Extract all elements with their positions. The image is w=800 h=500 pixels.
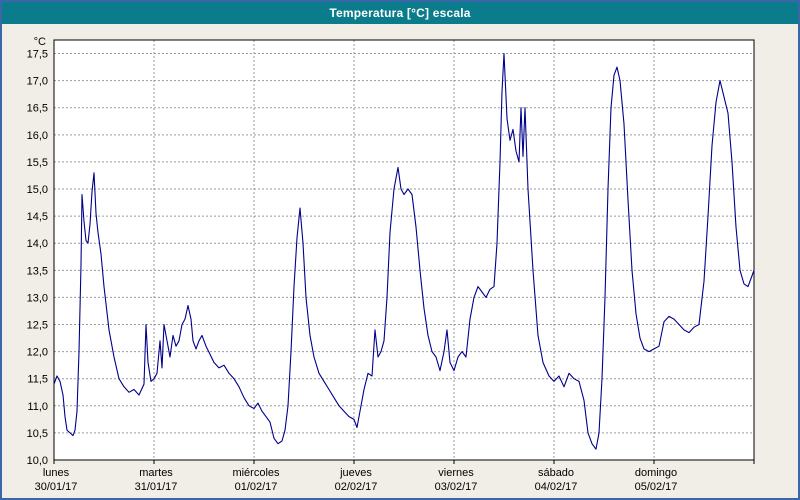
y-tick-label: 15,0 (27, 184, 48, 196)
y-tick-label: 17,0 (27, 76, 48, 88)
temperature-chart: 10,0 10,5 11,0 11,5 12,0 12,5 13,0 13,5 14,0 14,5… (27, 36, 755, 493)
temperature-line (53, 52, 755, 450)
y-tick-label: 12,0 (27, 347, 48, 359)
y-tick-label: 10,5 (27, 428, 48, 440)
x-date-label: 04/02/17 (535, 481, 578, 493)
y-tick-label: 17,5 (27, 49, 48, 61)
y-tick-label: 13,5 (27, 265, 48, 277)
y-tick-label: 13,0 (27, 292, 48, 304)
chart-area: 10,0 10,5 11,0 11,5 12,0 12,5 13,0 13,5 14,0 14,5… (2, 24, 798, 498)
y-tick-label: 11,0 (27, 401, 48, 413)
x-day-label: sábado (538, 467, 574, 479)
y-tick-label: 16,0 (27, 130, 48, 142)
x-date-label: 01/02/17 (235, 481, 278, 493)
x-date-label: 31/01/17 (135, 481, 178, 493)
x-day-label: domingo (635, 467, 677, 479)
x-day-label: lunes (43, 467, 70, 479)
y-axis-labels: 10,0 10,5 11,0 11,5 12,0 12,5 13,0 13,5 14,0 14,5… (27, 49, 48, 467)
y-tick-label: 12,5 (27, 320, 48, 332)
window-titlebar: Temperatura [°C] escala (2, 2, 798, 24)
x-date-label: 03/02/17 (435, 481, 478, 493)
x-day-label: miércoles (232, 467, 280, 479)
x-day-label: martes (139, 467, 173, 479)
y-tick-label: 14,0 (27, 238, 48, 250)
plot-background (54, 40, 754, 460)
x-date-label: 30/01/17 (35, 481, 78, 493)
x-date-label: 05/02/17 (635, 481, 678, 493)
x-day-label: viernes (438, 467, 474, 479)
x-date-label: 02/02/17 (335, 481, 378, 493)
x-day-label: jueves (339, 467, 372, 479)
window-title: Temperatura [°C] escala (329, 6, 471, 20)
y-tick-label: 11,5 (27, 374, 48, 386)
y-tick-label: 15,5 (27, 157, 48, 169)
y-tick-label: 16,5 (27, 103, 48, 115)
y-tick-label: 10,0 (27, 455, 48, 467)
x-axis-labels: lunes 30/01/17 martes 31/01/17 miércoles 01/0… (35, 460, 755, 493)
y-tick-label: 14,5 (27, 211, 48, 223)
plot-border (53, 39, 755, 461)
y-unit-label: °C (34, 36, 46, 48)
